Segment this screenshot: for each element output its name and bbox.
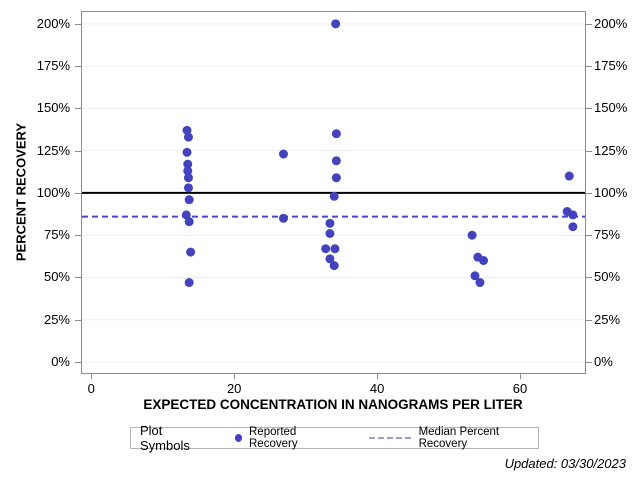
data-point xyxy=(278,213,288,223)
legend-item-label: Reported Recovery xyxy=(249,426,298,450)
data-point xyxy=(568,210,578,220)
x-tick-label: 60 xyxy=(512,381,528,396)
y-tick-label-left: 0% xyxy=(51,354,70,369)
y-tick-label-right: 100% xyxy=(594,184,628,200)
y-tick-label-left: 175% xyxy=(36,58,70,74)
y-tick-mark xyxy=(586,277,592,279)
updated-date-text: Updated: 03/30/2023 xyxy=(504,456,626,471)
data-point xyxy=(184,217,194,227)
y-tick-label-left: 50% xyxy=(43,269,70,285)
data-point xyxy=(475,278,485,288)
data-point xyxy=(467,230,477,240)
data-point xyxy=(331,129,341,139)
data-point xyxy=(331,156,341,166)
y-tick-mark xyxy=(75,23,81,25)
y-tick-mark xyxy=(586,192,592,194)
y-tick-label-right: 25% xyxy=(594,311,621,327)
data-point xyxy=(329,261,339,271)
y-tick-label-right: 0% xyxy=(594,354,613,369)
y-tick-mark xyxy=(75,235,81,237)
y-tick-label-left: 100% xyxy=(36,184,70,200)
data-point xyxy=(330,244,340,254)
legend-item-reported-recovery: Reported Recovery xyxy=(234,426,338,450)
y-tick-mark xyxy=(75,150,81,152)
x-tick-label: 20 xyxy=(226,381,242,396)
data-point xyxy=(331,173,341,183)
data-point xyxy=(182,147,192,157)
median-dashed-line-icon xyxy=(369,437,411,439)
plot-canvas xyxy=(82,19,585,363)
data-point xyxy=(181,210,191,220)
data-point xyxy=(182,125,192,135)
data-point xyxy=(186,247,196,257)
data-point xyxy=(321,244,331,254)
data-point xyxy=(184,278,194,288)
legend-title: Plot Symbols xyxy=(140,423,190,453)
y-tick-mark xyxy=(586,235,592,237)
y-tick-mark xyxy=(586,66,592,68)
legend-item-median-percent-recovery: Median Percent Recovery xyxy=(369,426,538,450)
data-point xyxy=(325,254,335,264)
y-tick-label-right: 150% xyxy=(594,100,628,116)
data-point xyxy=(325,218,335,228)
y-tick-label-right: 75% xyxy=(594,227,621,243)
y-tick-label-left: 125% xyxy=(36,142,70,158)
x-tick-mark xyxy=(91,373,93,379)
x-tick-label: 40 xyxy=(369,381,385,396)
data-point xyxy=(183,159,193,169)
x-tick-label: 0 xyxy=(87,381,95,396)
y-tick-label-right: 175% xyxy=(594,58,628,74)
y-tick-label-left: 25% xyxy=(43,311,70,327)
data-point xyxy=(325,229,335,239)
y-tick-label-right: 125% xyxy=(594,142,628,158)
y-tick-mark xyxy=(75,66,81,68)
data-point xyxy=(184,195,194,205)
y-tick-mark xyxy=(75,362,81,363)
y-tick-mark xyxy=(586,362,592,363)
y-tick-mark xyxy=(75,319,81,321)
data-point xyxy=(479,256,489,266)
y-tick-label-left: 150% xyxy=(36,100,70,116)
data-point xyxy=(183,173,193,183)
data-point xyxy=(568,222,578,232)
data-point xyxy=(564,171,574,181)
x-tick-mark xyxy=(377,373,379,379)
y-tick-label-right: 200% xyxy=(594,15,628,31)
y-tick-label-left: 75% xyxy=(43,227,70,243)
y-tick-mark xyxy=(586,108,592,110)
y-tick-mark xyxy=(75,192,81,194)
data-point xyxy=(278,149,288,159)
y-tick-mark xyxy=(586,319,592,321)
data-point xyxy=(183,166,193,176)
data-point xyxy=(183,132,193,142)
plot-area xyxy=(81,11,586,374)
y-tick-mark xyxy=(75,108,81,110)
y-tick-mark xyxy=(586,23,592,25)
x-axis-title: EXPECTED CONCENTRATION IN NANOGRAMS PER … xyxy=(143,397,523,412)
x-tick-mark xyxy=(519,373,521,379)
data-point xyxy=(331,19,341,29)
y-tick-label-left: 200% xyxy=(36,15,70,31)
data-point xyxy=(470,271,480,281)
y-tick-mark xyxy=(586,150,592,152)
data-point xyxy=(183,183,193,193)
data-point xyxy=(329,191,339,201)
x-tick-mark xyxy=(234,373,236,379)
legend-item-label: Median Percent Recovery xyxy=(418,426,500,450)
reported-recovery-dot-icon xyxy=(234,434,242,442)
y-tick-label-right: 50% xyxy=(594,269,621,285)
y-tick-mark xyxy=(75,277,81,279)
legend-box: Plot Symbols Reported Recovery Median Pe… xyxy=(130,423,539,453)
